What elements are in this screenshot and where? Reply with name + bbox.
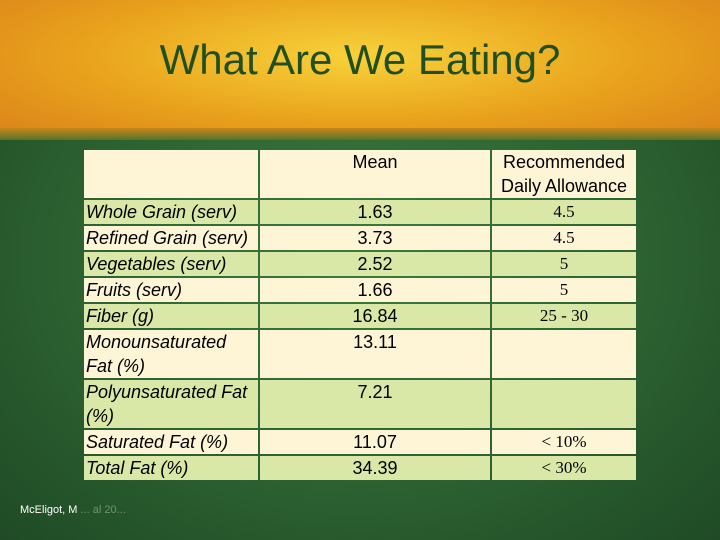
table-row: Saturated Fat (%) 11.07 < 10% <box>84 430 636 454</box>
row-mean: 34.39 <box>260 456 490 480</box>
row-label: Polyunsaturated Fat (%) <box>84 380 258 428</box>
row-rda: < 10% <box>492 430 636 454</box>
row-mean: 16.84 <box>260 304 490 328</box>
row-rda: < 30% <box>492 456 636 480</box>
header-rda: Recommended Daily Allowance <box>492 150 636 198</box>
row-mean: 11.07 <box>260 430 490 454</box>
row-label: Fruits (serv) <box>84 278 258 302</box>
row-rda: 4.5 <box>492 200 636 224</box>
row-mean: 1.66 <box>260 278 490 302</box>
row-label: Saturated Fat (%) <box>84 430 258 454</box>
credit-text: McEligot, M <box>20 504 78 516</box>
credit-faint-text: ... al 20... <box>80 504 126 516</box>
header-mean: Mean <box>260 150 490 198</box>
row-rda: 5 <box>492 252 636 276</box>
table-row: Total Fat (%) 34.39 < 30% <box>84 456 636 480</box>
table-row: Polyunsaturated Fat (%) 7.21 <box>84 380 636 428</box>
row-mean: 7.21 <box>260 380 490 428</box>
nutrition-table: Mean Recommended Daily Allowance Whole G… <box>82 148 638 482</box>
table-row: Monounsaturated Fat (%) 13.11 <box>84 330 636 378</box>
row-mean: 2.52 <box>260 252 490 276</box>
table-row: Vegetables (serv) 2.52 5 <box>84 252 636 276</box>
row-label: Fiber (g) <box>84 304 258 328</box>
row-label: Monounsaturated Fat (%) <box>84 330 258 378</box>
row-rda <box>492 380 636 428</box>
row-label: Refined Grain (serv) <box>84 226 258 250</box>
table-row: Fruits (serv) 1.66 5 <box>84 278 636 302</box>
background-top <box>0 0 720 140</box>
row-rda <box>492 330 636 378</box>
row-mean: 13.11 <box>260 330 490 378</box>
table-row: Whole Grain (serv) 1.63 4.5 <box>84 200 636 224</box>
source-credit: McEligot, M ... al 20... <box>20 504 126 516</box>
row-mean: 1.63 <box>260 200 490 224</box>
row-rda: 4.5 <box>492 226 636 250</box>
table-row: Fiber (g) 16.84 25 - 30 <box>84 304 636 328</box>
table-header-row: Mean Recommended Daily Allowance <box>84 150 636 198</box>
row-rda: 5 <box>492 278 636 302</box>
row-label: Whole Grain (serv) <box>84 200 258 224</box>
table-row: Refined Grain (serv) 3.73 4.5 <box>84 226 636 250</box>
row-mean: 3.73 <box>260 226 490 250</box>
slide-title: What Are We Eating? <box>159 36 561 83</box>
header-label-cell <box>84 150 258 198</box>
row-label: Total Fat (%) <box>84 456 258 480</box>
row-rda: 25 - 30 <box>492 304 636 328</box>
row-label: Vegetables (serv) <box>84 252 258 276</box>
